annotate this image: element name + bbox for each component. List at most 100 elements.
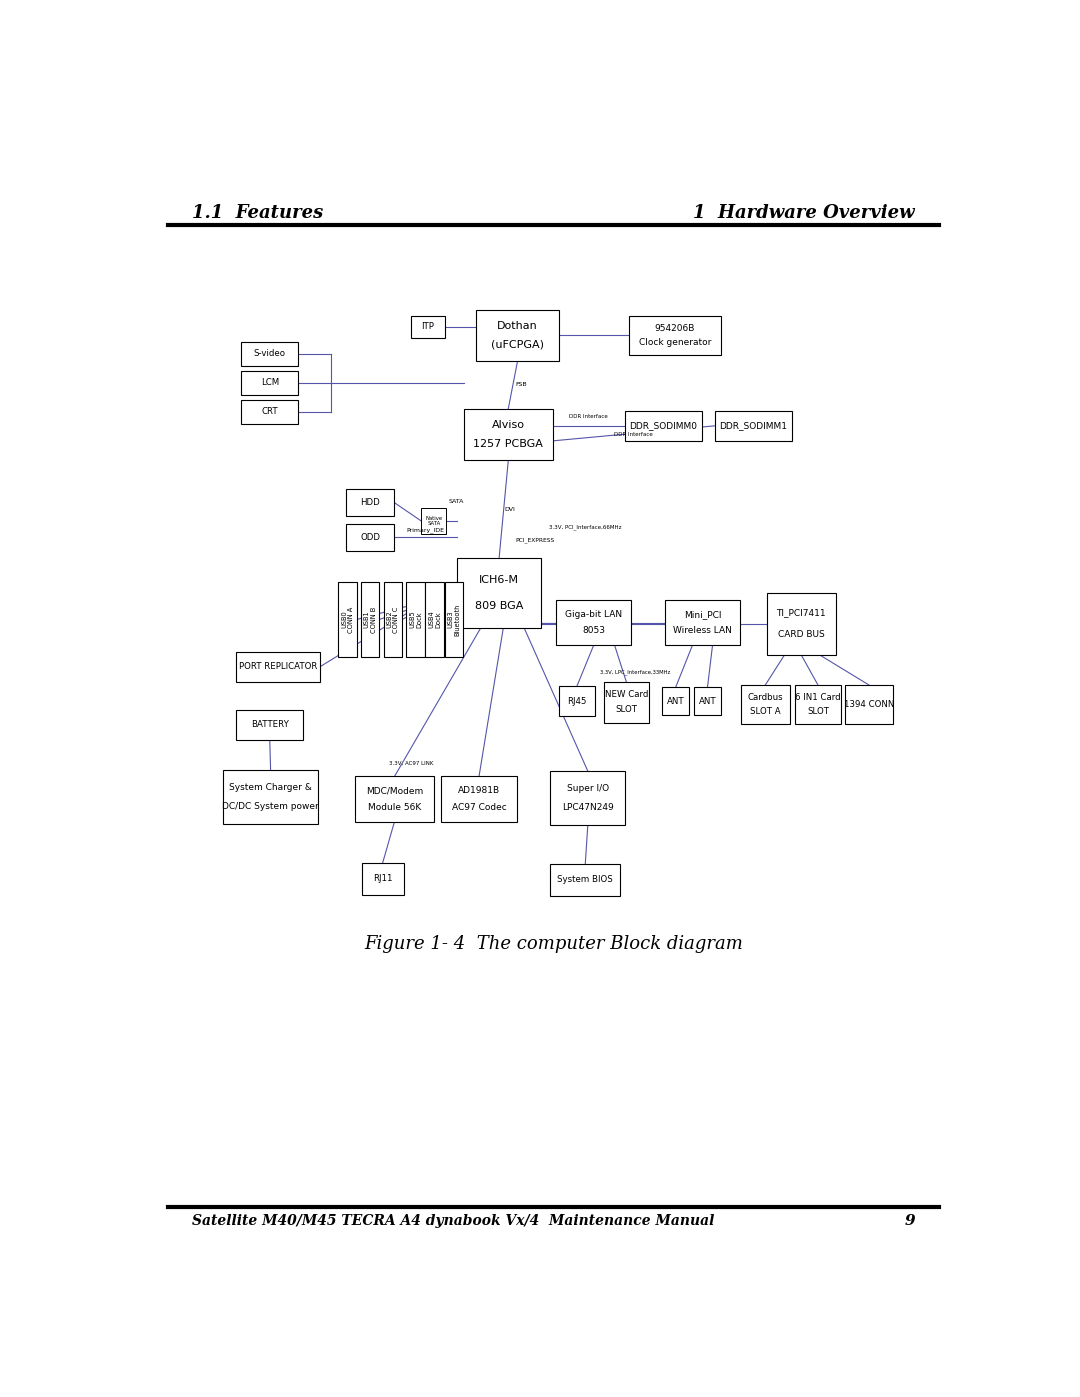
Text: USB1
CONN B: USB1 CONN B bbox=[364, 606, 377, 633]
FancyBboxPatch shape bbox=[355, 777, 434, 821]
Text: 9: 9 bbox=[904, 1214, 915, 1228]
FancyBboxPatch shape bbox=[442, 777, 516, 821]
FancyBboxPatch shape bbox=[346, 489, 394, 515]
Text: Super I/O: Super I/O bbox=[567, 784, 609, 793]
Text: System BIOS: System BIOS bbox=[557, 876, 613, 884]
Text: DC/DC System power: DC/DC System power bbox=[222, 802, 319, 812]
Text: HDD: HDD bbox=[361, 499, 380, 507]
Text: USB5
Dock: USB5 Dock bbox=[409, 610, 422, 629]
Text: 3.3V, LPC_Interface,33MHz: 3.3V, LPC_Interface,33MHz bbox=[599, 669, 670, 675]
Text: PCI_EXPRESS: PCI_EXPRESS bbox=[516, 538, 555, 543]
FancyBboxPatch shape bbox=[361, 581, 379, 657]
Text: 6 IN1 Card: 6 IN1 Card bbox=[795, 693, 841, 701]
FancyBboxPatch shape bbox=[665, 601, 740, 645]
FancyBboxPatch shape bbox=[624, 411, 702, 441]
FancyBboxPatch shape bbox=[556, 601, 632, 645]
Text: 1257 PCBGA: 1257 PCBGA bbox=[473, 439, 543, 448]
Text: 1394 CONN: 1394 CONN bbox=[843, 700, 894, 708]
FancyBboxPatch shape bbox=[558, 686, 595, 717]
Text: CARD BUS: CARD BUS bbox=[778, 630, 825, 640]
Text: LCM: LCM bbox=[260, 379, 279, 387]
Text: TI_PCI7411: TI_PCI7411 bbox=[777, 608, 826, 617]
Text: DDR Interface: DDR Interface bbox=[569, 415, 608, 419]
FancyBboxPatch shape bbox=[457, 559, 541, 629]
Text: USB3
Bluetooth: USB3 Bluetooth bbox=[447, 604, 460, 636]
FancyBboxPatch shape bbox=[662, 687, 689, 715]
Text: Primary_IDE: Primary_IDE bbox=[407, 527, 445, 532]
FancyBboxPatch shape bbox=[426, 581, 444, 657]
Text: ANT: ANT bbox=[699, 697, 716, 705]
Text: DVI: DVI bbox=[504, 507, 515, 511]
Text: DDR_SODIMM1: DDR_SODIMM1 bbox=[719, 422, 787, 430]
Text: Cardbus: Cardbus bbox=[747, 693, 783, 701]
FancyBboxPatch shape bbox=[476, 310, 558, 362]
FancyBboxPatch shape bbox=[845, 685, 893, 724]
FancyBboxPatch shape bbox=[795, 685, 840, 724]
Text: BATTERY: BATTERY bbox=[251, 721, 288, 729]
FancyBboxPatch shape bbox=[445, 581, 463, 657]
FancyBboxPatch shape bbox=[550, 771, 625, 824]
Text: Mini_PCI: Mini_PCI bbox=[684, 610, 721, 619]
Text: SLOT A: SLOT A bbox=[750, 707, 781, 715]
Text: ICH6-M: ICH6-M bbox=[480, 576, 519, 585]
Text: USB4
Dock: USB4 Dock bbox=[428, 610, 441, 629]
FancyBboxPatch shape bbox=[241, 372, 298, 394]
FancyBboxPatch shape bbox=[406, 581, 424, 657]
Text: 8053: 8053 bbox=[582, 626, 605, 636]
Text: 954206B: 954206B bbox=[654, 324, 696, 332]
Text: Satellite M40/M45 TECRA A4 dynabook Vx/4  Maintenance Manual: Satellite M40/M45 TECRA A4 dynabook Vx/4… bbox=[192, 1214, 714, 1228]
Text: DDR Interface: DDR Interface bbox=[615, 432, 653, 437]
FancyBboxPatch shape bbox=[629, 316, 721, 355]
FancyBboxPatch shape bbox=[383, 581, 402, 657]
Text: Dothan: Dothan bbox=[497, 321, 538, 331]
FancyBboxPatch shape bbox=[694, 687, 721, 715]
Text: System Charger &: System Charger & bbox=[229, 782, 312, 792]
FancyBboxPatch shape bbox=[241, 342, 298, 366]
Text: Native
SATA: Native SATA bbox=[426, 515, 443, 527]
FancyBboxPatch shape bbox=[338, 581, 356, 657]
FancyBboxPatch shape bbox=[715, 411, 792, 441]
FancyBboxPatch shape bbox=[237, 651, 320, 682]
FancyBboxPatch shape bbox=[411, 316, 445, 338]
FancyBboxPatch shape bbox=[222, 770, 319, 824]
Text: Module 56K: Module 56K bbox=[368, 803, 421, 812]
Text: Clock generator: Clock generator bbox=[638, 338, 711, 346]
Text: 3.3V, PCI_Interface,66MHz: 3.3V, PCI_Interface,66MHz bbox=[550, 524, 622, 529]
Text: MDC/Modem: MDC/Modem bbox=[366, 787, 423, 795]
Text: 1.1  Features: 1.1 Features bbox=[192, 204, 323, 222]
Text: RJ11: RJ11 bbox=[373, 875, 392, 883]
Text: 3.3V, AC97 LINK: 3.3V, AC97 LINK bbox=[389, 761, 433, 766]
Text: SATA: SATA bbox=[448, 499, 464, 504]
Text: PORT REPLICATOR: PORT REPLICATOR bbox=[239, 662, 318, 672]
FancyBboxPatch shape bbox=[237, 710, 303, 740]
Text: Giga-bit LAN: Giga-bit LAN bbox=[565, 610, 622, 619]
FancyBboxPatch shape bbox=[362, 862, 404, 895]
Text: Alviso: Alviso bbox=[491, 420, 525, 430]
Text: Wireless LAN: Wireless LAN bbox=[673, 626, 732, 636]
FancyBboxPatch shape bbox=[767, 592, 836, 655]
Text: DDR_SODIMM0: DDR_SODIMM0 bbox=[630, 422, 698, 430]
FancyBboxPatch shape bbox=[241, 400, 298, 423]
Text: FSB: FSB bbox=[515, 383, 527, 387]
FancyBboxPatch shape bbox=[604, 682, 649, 722]
Text: USB2
CONN C: USB2 CONN C bbox=[387, 606, 400, 633]
FancyBboxPatch shape bbox=[741, 685, 789, 724]
Text: ITP: ITP bbox=[421, 323, 434, 331]
Text: 809 BGA: 809 BGA bbox=[475, 601, 524, 610]
Text: S-video: S-video bbox=[254, 349, 286, 358]
Text: (uFCPGA): (uFCPGA) bbox=[491, 339, 544, 349]
Text: CRT: CRT bbox=[261, 408, 278, 416]
Text: SLOT: SLOT bbox=[807, 707, 829, 715]
Text: ODD: ODD bbox=[361, 532, 380, 542]
Text: ANT: ANT bbox=[666, 697, 685, 705]
Text: LPC47N249: LPC47N249 bbox=[562, 803, 613, 812]
Text: RJ45: RJ45 bbox=[567, 697, 586, 705]
Text: AD1981B: AD1981B bbox=[458, 787, 500, 795]
FancyBboxPatch shape bbox=[464, 408, 553, 460]
Text: AC97 Codec: AC97 Codec bbox=[451, 803, 507, 812]
Text: 1  Hardware Overview: 1 Hardware Overview bbox=[693, 204, 915, 222]
Text: Figure 1- 4  The computer Block diagram: Figure 1- 4 The computer Block diagram bbox=[364, 935, 743, 953]
FancyBboxPatch shape bbox=[550, 863, 620, 895]
Text: USB0
CONN A: USB0 CONN A bbox=[341, 606, 354, 633]
FancyBboxPatch shape bbox=[421, 507, 446, 535]
